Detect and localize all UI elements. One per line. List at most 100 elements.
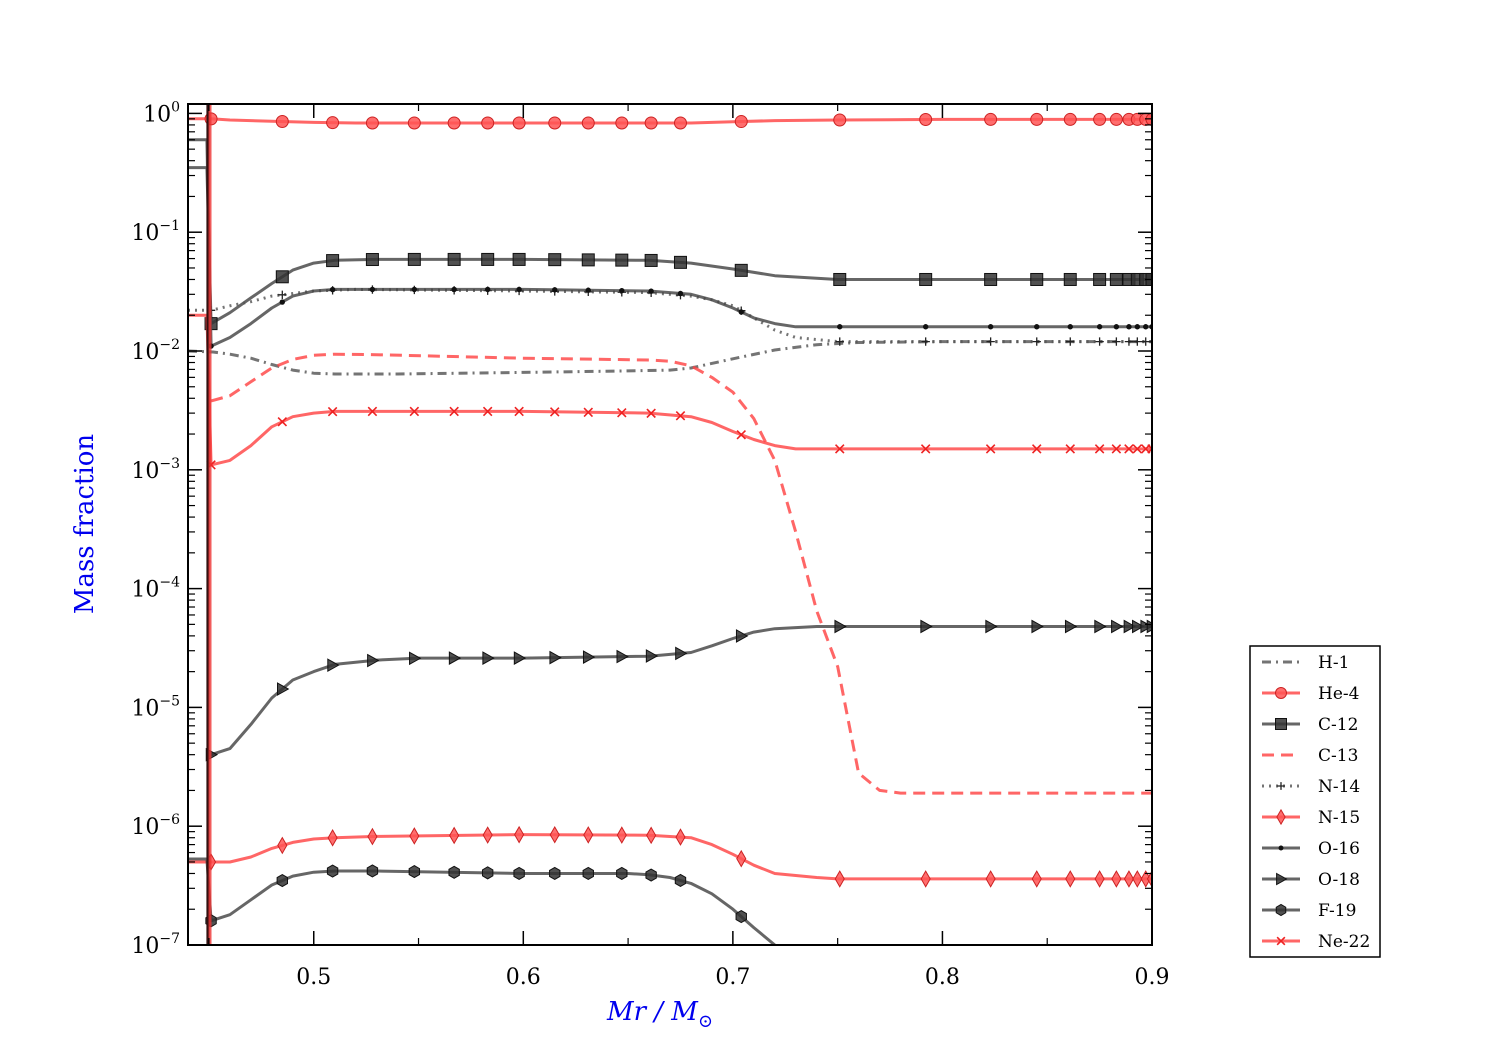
data-point-n-15 xyxy=(409,827,420,845)
legend-marker-c-12 xyxy=(1275,718,1287,730)
legend-marker-n-15 xyxy=(1276,808,1286,826)
data-point-n-15 xyxy=(449,826,460,845)
data-point-ne-22 xyxy=(514,406,524,417)
legend-marker-f-19 xyxy=(1275,903,1287,917)
data-point-f-19 xyxy=(735,910,747,924)
series-c-13 xyxy=(210,352,1152,795)
data-point-n-14 xyxy=(921,337,930,346)
data-point-o-18 xyxy=(1111,619,1124,634)
data-point-ne-22 xyxy=(583,407,594,418)
legend-label-he-4: He-4 xyxy=(1318,684,1359,704)
data-point-f-19 xyxy=(448,865,460,879)
legend-box xyxy=(1249,645,1381,958)
data-point-o-18 xyxy=(277,682,290,696)
data-point-he-4 xyxy=(833,113,847,127)
data-point-n-14 xyxy=(1147,337,1152,346)
data-point-ne-22 xyxy=(1111,444,1122,454)
x-tick-label: 0.6 xyxy=(506,965,541,990)
data-point-ne-22 xyxy=(1124,444,1134,454)
series-line-ne-22 xyxy=(188,313,1152,467)
data-point-n-15 xyxy=(1111,870,1122,888)
data-point-ne-22 xyxy=(1094,444,1105,454)
data-point-o-16 xyxy=(552,287,558,293)
data-point-he-4 xyxy=(447,116,461,130)
data-point-ne-22 xyxy=(985,444,996,454)
y-tick-label-base: 10 xyxy=(131,221,159,246)
data-point-he-4 xyxy=(407,116,421,130)
y-tick-label: 10−3 xyxy=(131,456,180,484)
y-tick-label-base: 10 xyxy=(131,340,159,365)
x-tick-labels: 0.5 0.6 0.7 0.8 0.9 xyxy=(296,965,1169,990)
series-h-1 xyxy=(188,340,1152,376)
data-point-o-16 xyxy=(1034,324,1040,330)
data-point-c-12 xyxy=(1093,272,1107,286)
data-point-f-19 xyxy=(582,866,594,881)
data-point-c-12 xyxy=(673,255,687,269)
series-layer xyxy=(188,112,1152,945)
data-point-ne-22 xyxy=(617,407,627,418)
y-tick-label-exponent: −2 xyxy=(159,337,180,353)
data-point-c-12 xyxy=(365,253,379,267)
data-point-n-15 xyxy=(277,836,288,855)
data-point-he-4 xyxy=(734,115,748,129)
data-point-c-12 xyxy=(326,254,340,268)
data-point-f-19 xyxy=(408,865,421,879)
data-point-he-4 xyxy=(919,113,933,127)
data-point-o-18 xyxy=(920,619,933,634)
data-point-o-18 xyxy=(1140,619,1152,634)
data-point-ne-22 xyxy=(1147,444,1152,454)
data-point-n-15 xyxy=(1065,870,1076,888)
data-point-c-12 xyxy=(984,272,998,286)
x-tick-label: 0.7 xyxy=(715,965,750,990)
data-point-he-4 xyxy=(581,116,595,130)
legend-label-o-16: O-16 xyxy=(1318,839,1360,859)
legend-item-o-18: O-18 xyxy=(1262,870,1360,890)
data-point-c-12 xyxy=(1030,272,1044,286)
data-point-o-18 xyxy=(327,658,340,672)
data-point-n-15 xyxy=(583,826,594,844)
x-axis-title-subscript: ⊙ xyxy=(698,1011,713,1032)
data-point-c-12 xyxy=(734,263,748,277)
y-tick-label-exponent: −3 xyxy=(159,456,180,472)
data-point-ne-22 xyxy=(277,416,288,427)
data-point-f-19 xyxy=(366,864,379,878)
data-point-o-18 xyxy=(367,653,380,668)
series-line-n-14 xyxy=(188,287,1152,344)
data-point-f-19 xyxy=(549,866,561,881)
data-point-o-16 xyxy=(484,286,491,293)
data-point-o-16 xyxy=(411,286,418,293)
data-point-c-12 xyxy=(1063,272,1077,286)
data-point-c-12 xyxy=(1109,272,1123,286)
legend-label-c-12: C-12 xyxy=(1318,715,1358,735)
data-point-ne-22 xyxy=(1031,444,1042,454)
data-point-ne-22 xyxy=(675,411,686,421)
legend-marker-o-16 xyxy=(1278,845,1284,851)
data-point-he-4 xyxy=(275,114,289,128)
legend-label-f-19: F-19 xyxy=(1318,901,1356,921)
y-tick-label: 10−5 xyxy=(131,693,180,721)
data-point-he-4 xyxy=(1109,112,1123,126)
y-tick-label-base: 10 xyxy=(143,102,171,127)
data-point-o-18 xyxy=(549,650,562,665)
series-n-15 xyxy=(188,825,1152,888)
data-point-he-4 xyxy=(548,116,562,130)
data-point-n-14 xyxy=(835,337,844,346)
legend-marker-n-14 xyxy=(1277,782,1285,790)
data-point-he-4 xyxy=(481,116,495,130)
data-point-he-4 xyxy=(1030,112,1044,126)
y-axis-title: Mass fraction xyxy=(70,434,100,615)
x-axis-title: Mr / M⊙ xyxy=(606,997,713,1032)
y-tick-label-exponent: −7 xyxy=(159,931,180,947)
series-c-12 xyxy=(188,166,1152,331)
legend-item-c-13: C-13 xyxy=(1262,746,1358,766)
data-point-n-14 xyxy=(1066,337,1075,346)
data-point-c-12 xyxy=(581,253,595,267)
data-point-c-12 xyxy=(407,252,421,266)
series-line-c-13 xyxy=(210,352,1152,795)
data-point-o-18 xyxy=(616,649,629,664)
legend-label-h-1: H-1 xyxy=(1318,653,1349,673)
legend-label-o-18: O-18 xyxy=(1318,870,1360,890)
data-point-f-19 xyxy=(674,873,687,888)
data-point-he-4 xyxy=(1093,112,1107,126)
data-point-ne-22 xyxy=(482,406,493,417)
